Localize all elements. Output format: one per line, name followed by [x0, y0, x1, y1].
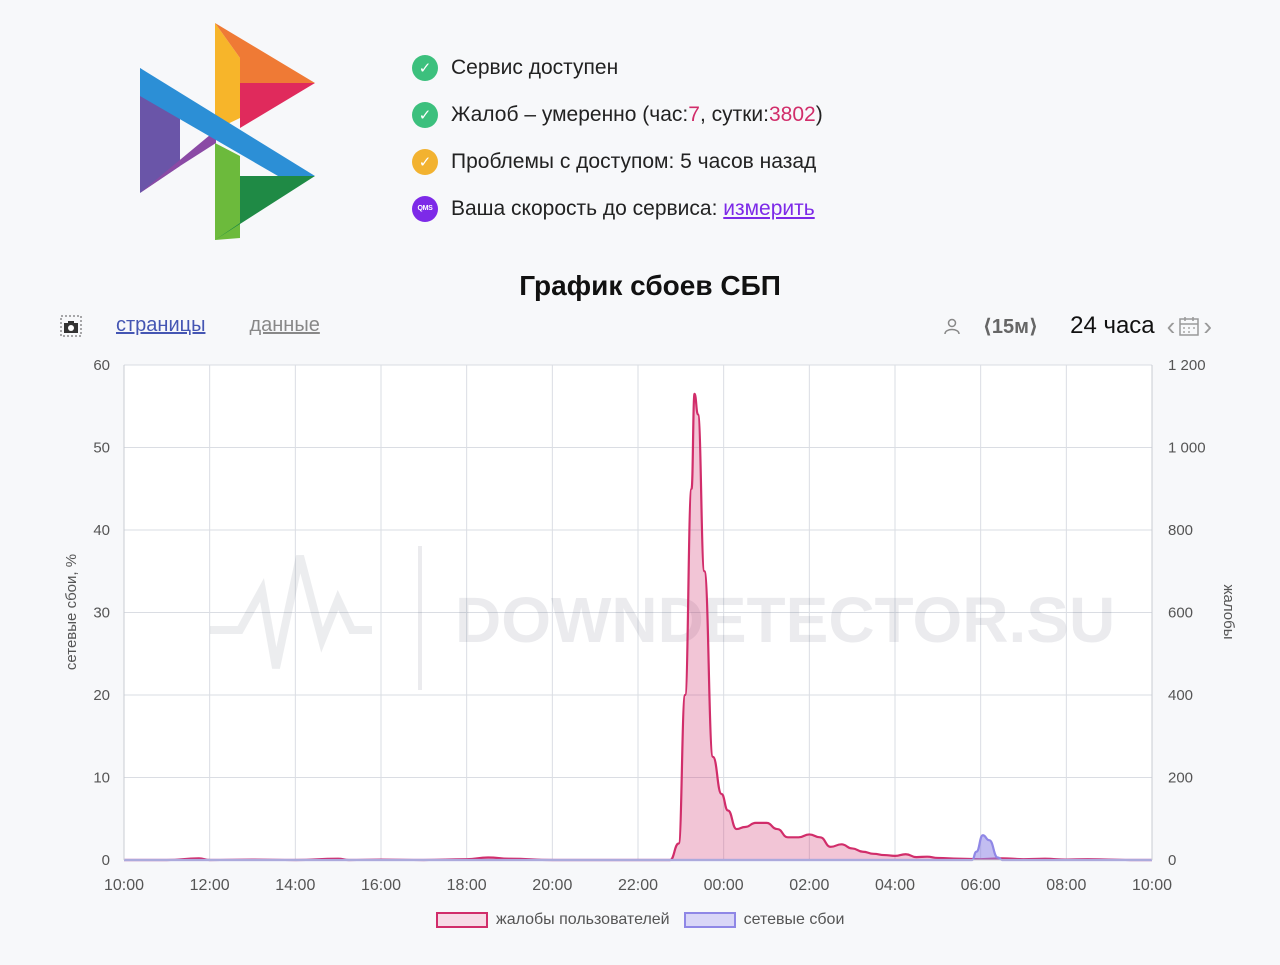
tab-pages[interactable]: страницы [116, 314, 206, 336]
x-tick-label: 08:00 [1046, 877, 1086, 894]
x-tick-label: 18:00 [447, 877, 487, 894]
legend-label: жалобы пользователей [496, 911, 670, 928]
x-tick-label: 16:00 [361, 877, 401, 894]
status-service-available: ✓ Сервис доступен [412, 44, 823, 91]
status-text-suffix: ) [815, 102, 823, 126]
status-text: Сервис доступен [451, 55, 619, 79]
chart-legend: жалобы пользователей сетевые сбои [436, 911, 858, 929]
y-left-tick-label: 40 [93, 522, 110, 539]
y-left-tick-label: 30 [93, 605, 110, 622]
x-tick-label: 20:00 [532, 877, 572, 894]
status-text-mid: , сутки: [699, 102, 769, 126]
status-complaints: ✓ Жалоб – умеренно (час: 7 , сутки: 3802… [412, 91, 823, 138]
status-text-prefix: Жалоб – умеренно (час: [451, 102, 689, 126]
status-list: ✓ Сервис доступен ✓ Жалоб – умеренно (ча… [412, 44, 823, 232]
legend-label: сетевые сбои [743, 911, 845, 928]
x-tick-label: 10:00 [1132, 877, 1172, 894]
x-tick-label: 06:00 [961, 877, 1001, 894]
calendar-icon[interactable] [1178, 315, 1200, 337]
y-left-tick-label: 0 [102, 852, 110, 869]
watermark-text: DOWNDETECTOR.SU [455, 584, 1115, 656]
y-left-tick-label: 50 [93, 440, 110, 457]
day-count: 3802 [768, 102, 816, 126]
legend-swatch-complaints [436, 912, 488, 928]
status-speed: QMS Ваша скорость до сервиса: измерить [412, 185, 823, 232]
chart-toolbar-right: ⟨15м⟩ 24 часа ‹ › [943, 312, 1212, 340]
status-text: Ваша скорость до сервиса: [451, 196, 724, 220]
y-right-tick-label: 200 [1168, 770, 1193, 787]
hour-count: 7 [688, 102, 700, 126]
measure-speed-link[interactable]: измерить [723, 196, 815, 220]
service-logo [140, 23, 315, 240]
y-right-tick-label: 1 200 [1168, 357, 1206, 374]
y-right-tick-label: 600 [1168, 605, 1193, 622]
x-tick-label: 10:00 [104, 877, 144, 894]
y-right-tick-label: 400 [1168, 687, 1193, 704]
legend-network[interactable]: сетевые сбои [683, 911, 845, 929]
next-range-icon[interactable]: › [1203, 311, 1212, 341]
interval-selector[interactable]: ⟨15м⟩ [982, 315, 1039, 338]
y-left-tick-label: 20 [93, 687, 110, 704]
tab-data[interactable]: данные [249, 314, 320, 336]
y-left-tick-label: 10 [93, 770, 110, 787]
x-tick-label: 14:00 [275, 877, 315, 894]
chart-toolbar-left: страницы данные [60, 314, 364, 337]
status-text: Проблемы с доступом: 5 часов назад [451, 149, 817, 173]
check-icon: ✓ [412, 54, 438, 81]
qms-icon: QMS [412, 195, 438, 222]
legend-swatch-network [683, 912, 736, 928]
y-right-tick-label: 1 000 [1168, 440, 1206, 457]
watermark: DOWNDETECTOR.SU [210, 546, 1115, 690]
x-tick-label: 02:00 [789, 877, 829, 894]
y-left-tick-label: 60 [93, 357, 110, 374]
chart-title: График сбоев СБП [519, 270, 781, 301]
range-label: 24 часа [1070, 312, 1155, 339]
y-left-axis-label: сетевые сбои, % [63, 554, 80, 670]
check-warning-icon: ✓ [412, 148, 438, 175]
y-right-tick-label: 0 [1168, 852, 1176, 869]
camera-icon[interactable] [60, 315, 82, 337]
prev-range-icon[interactable]: ‹ [1166, 311, 1176, 341]
x-tick-label: 22:00 [618, 877, 658, 894]
y-right-tick-label: 800 [1168, 522, 1193, 539]
y-right-axis-label: жалобы [1220, 584, 1237, 639]
watermark-pulse-icon [210, 554, 372, 669]
check-icon: ✓ [412, 101, 438, 128]
x-tick-label: 12:00 [190, 877, 230, 894]
person-icon[interactable] [943, 317, 961, 335]
status-access-problems: ✓ Проблемы с доступом: 5 часов назад [412, 138, 823, 185]
legend-complaints[interactable]: жалобы пользователей [436, 911, 670, 929]
x-tick-label: 00:00 [704, 877, 744, 894]
x-tick-label: 04:00 [875, 877, 915, 894]
